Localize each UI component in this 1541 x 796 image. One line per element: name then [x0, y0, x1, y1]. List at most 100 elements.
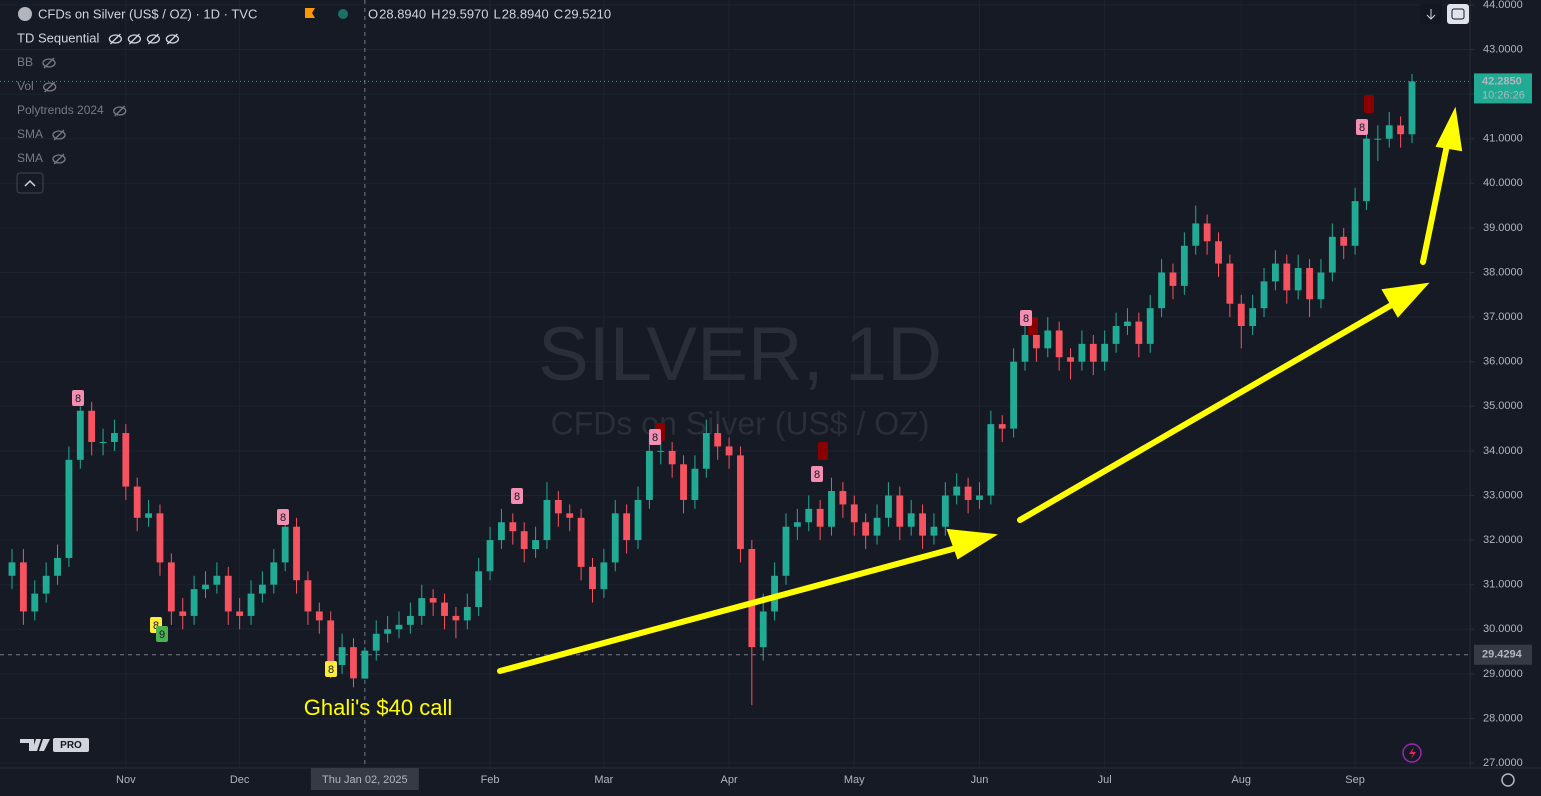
candle-body	[771, 575, 779, 612]
candle-body	[828, 491, 835, 527]
candle-body	[76, 410, 84, 460]
candle-body	[213, 575, 221, 585]
candle-body	[577, 517, 585, 567]
candle-body	[179, 611, 187, 616]
candle-body	[1237, 303, 1245, 327]
visibility-slash	[43, 57, 55, 69]
candle-body	[338, 647, 346, 665]
candle-body	[1112, 326, 1120, 344]
visibility-icon[interactable]	[42, 58, 56, 68]
candle-body	[99, 441, 107, 443]
settings-button[interactable]	[1447, 4, 1469, 24]
y-tick-label: 43.0000	[1483, 43, 1523, 55]
candle-body	[441, 602, 448, 616]
y-tick-label: 30.0000	[1483, 623, 1523, 635]
candle-body	[190, 589, 198, 616]
candle-body	[395, 624, 403, 630]
arrow	[497, 544, 963, 674]
y-tick-label: 37.0000	[1483, 311, 1523, 323]
candle-body	[1294, 268, 1302, 291]
y-tick-label: 38.0000	[1483, 266, 1523, 278]
candle-body	[1340, 236, 1348, 246]
candle-body	[873, 517, 881, 536]
candle-body	[953, 486, 961, 496]
indicator-name[interactable]: Polytrends 2024	[17, 103, 104, 117]
indicator-name[interactable]: SMA	[17, 127, 43, 141]
symbol-title[interactable]: CFDs on Silver (US$ / OZ) · 1D · TVC	[38, 6, 257, 21]
candle-body	[54, 557, 61, 576]
visibility-icon[interactable]	[165, 34, 180, 44]
candle-body	[668, 450, 676, 465]
td-label-bg	[72, 390, 84, 406]
td-label-bg	[511, 488, 523, 504]
candle-body	[1283, 263, 1291, 291]
x-tick-label: Thu Jan 02, 2025	[322, 774, 408, 786]
arrows	[497, 106, 1463, 674]
candle-body	[1374, 138, 1382, 140]
candle-body	[1272, 263, 1279, 282]
ohlc-key: H	[431, 6, 440, 21]
visibility-icon[interactable]	[52, 130, 66, 140]
candle-body	[998, 424, 1006, 429]
candle-body	[202, 584, 209, 590]
indicator-name[interactable]: Vol	[17, 79, 34, 93]
visibility-icon[interactable]	[113, 106, 127, 116]
flag-icon[interactable]	[305, 8, 315, 18]
visibility-icon[interactable]	[43, 82, 57, 92]
logo-text: PRO	[60, 740, 82, 751]
gear-icon[interactable]	[1501, 773, 1515, 787]
arrow	[1420, 142, 1450, 265]
td-label: 8	[153, 620, 159, 632]
candle-body	[759, 611, 767, 648]
candle-body	[293, 526, 300, 581]
x-tick-label: May	[844, 774, 865, 786]
ohlc-key: O	[368, 6, 378, 21]
td-setup-box	[1364, 95, 1374, 113]
candle-body	[964, 486, 972, 500]
candle-body	[406, 615, 414, 625]
x-tick-label: Jun	[971, 774, 989, 786]
visibility-slash	[53, 153, 65, 165]
candle-body	[429, 598, 437, 603]
last-price-label: 42.2850	[1482, 75, 1522, 87]
indicator-name[interactable]: SMA	[17, 151, 43, 165]
td-label: 8	[75, 393, 81, 405]
axes: 27.0000 28.0000 29.0000 30.0000 31.0000 32.00…	[116, 0, 1532, 790]
visibility-icon[interactable]	[146, 34, 161, 44]
arrowhead	[1381, 282, 1430, 318]
crosshair-label-bg	[310, 768, 419, 790]
candle-body	[486, 540, 494, 572]
x-tick-label: Mar	[594, 774, 613, 786]
collapse-button[interactable]	[16, 172, 44, 194]
candle-body	[748, 549, 756, 648]
candle-body	[554, 499, 562, 514]
td-label: 8	[652, 432, 658, 444]
y-tick-label: 31.0000	[1483, 579, 1523, 591]
logo-icon	[20, 739, 50, 751]
td-label-bg	[649, 429, 661, 445]
visibility-slash	[44, 81, 56, 93]
td-label-bg	[156, 626, 168, 642]
visibility-icon[interactable]	[108, 34, 123, 44]
candle-body	[634, 499, 642, 541]
candle-body	[1078, 343, 1086, 362]
candle-body	[1124, 321, 1131, 327]
candle-body	[156, 513, 164, 563]
candle-body	[1306, 268, 1313, 300]
lightning-icon[interactable]	[1402, 743, 1422, 763]
indicator-name[interactable]: TD Sequential	[17, 30, 99, 45]
visibility-icon[interactable]	[127, 34, 142, 44]
candle-body	[1385, 125, 1393, 139]
watermark-subtitle: CFDs on Silver (US$ / OZ)	[551, 405, 930, 441]
y-tick-label: 32.0000	[1483, 534, 1523, 546]
y-tick-label: 41.0000	[1483, 133, 1523, 145]
x-tick-label: Feb	[481, 774, 500, 786]
countdown-label: 10:26:26	[1482, 89, 1525, 101]
candle-body	[8, 562, 16, 576]
candle-body	[1135, 321, 1143, 344]
candle-body	[862, 522, 870, 536]
candle-body	[702, 433, 710, 469]
candle-body	[623, 513, 631, 541]
indicator-name[interactable]: BB	[17, 55, 33, 69]
visibility-icon[interactable]	[52, 154, 66, 164]
